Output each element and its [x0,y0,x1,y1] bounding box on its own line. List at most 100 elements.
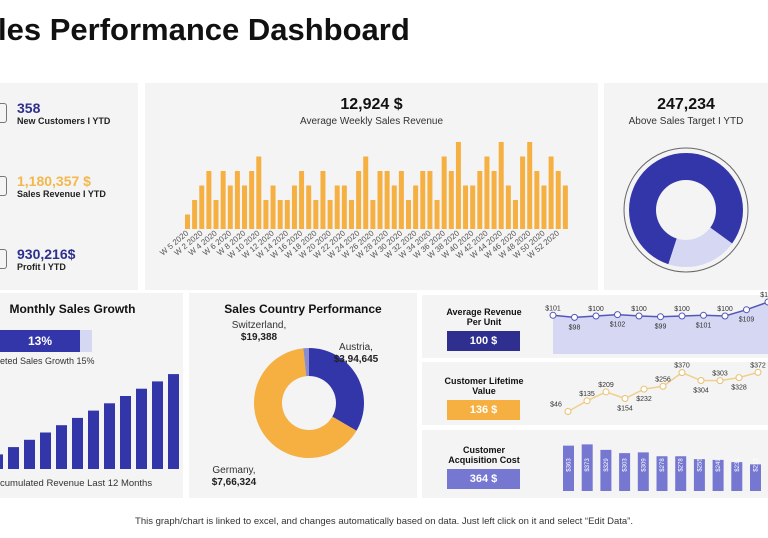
growth-bar [136,388,147,469]
clv-point [564,407,572,415]
target-donut[interactable] [604,140,768,280]
kpi-item: 930,216$ Profit I YTD [17,246,75,272]
arpu-data-label: $101 [545,305,561,312]
weekly-bar [434,200,440,229]
clv-chart[interactable]: $46 $135$209 $154$232 $256$370 $304 $303$328 $… [550,362,768,425]
weekly-bar [427,171,433,229]
weekly-bar [327,200,333,229]
weekly-bar [463,185,469,229]
weekly-bar [484,156,490,229]
growth-bar [152,381,163,469]
arpu-data-label: $100 [631,306,647,313]
arpu-point [678,312,686,320]
country-label: Germany, [212,465,255,476]
weekly-bar [555,171,561,229]
profit-icon [0,249,7,269]
arpu-area [553,302,768,354]
arpu-data-label: $100 [717,306,733,313]
weekly-bar [306,185,312,229]
weekly-bar [242,185,248,229]
cac-data-label: $363 [567,458,573,472]
weekly-bar [498,142,504,229]
kpi-item: 358 New Customers I YTD [17,100,110,126]
kpi-label: Profit I YTD [17,262,66,272]
arpu-point [657,313,664,321]
arpu-data-label: $101 [696,322,712,329]
arpu-data-label: $99 [655,324,667,331]
growth-bar [88,410,99,469]
cac-label: Customer Acquisition Cost [448,445,520,465]
weekly-bar [227,185,233,229]
growth-bar [104,403,115,469]
clv-point [602,388,610,396]
clv-data-label: $256 [655,376,671,383]
weekly-bar [391,185,397,229]
kpi-panel [0,83,138,290]
cac-data-label: $213 [754,458,760,472]
cac-bar [750,464,761,491]
clv-data-label: $372 [750,362,766,369]
cac-bar [637,452,649,491]
weekly-bar [277,200,283,229]
clv-data-label: $328 [731,385,747,392]
weekly-bar [398,171,404,229]
weekly-bar [341,185,347,229]
country-donut[interactable]: Austria,$3,94,645 Germany,$7,66,324 Switze… [189,310,417,500]
clv-data-label: $370 [674,363,690,370]
weekly-bar [249,171,255,229]
clv-point [640,385,648,393]
customer-icon [0,103,7,123]
country-slice [303,348,309,377]
arpu-data-label: $102 [610,322,626,329]
cac-data-label: $278 [679,458,685,472]
weekly-bar [420,171,426,229]
clv-point [697,377,705,385]
arpu-value: 100 $ [447,331,520,351]
kpi-label: Sales Revenue I YTD [17,189,106,199]
cac-value: 364 $ [447,469,520,489]
cac-data-label: $303 [623,458,629,472]
cac-chart[interactable]: $363 $373 $329 $303 $309 $278 $278 $255 $249 $231… [553,435,768,495]
weekly-bar [534,171,540,229]
arpu-chart[interactable]: $101 $98 $100 $102 $100 $99 $100 $101 $100 $109 $1… [545,292,768,358]
kpi-item: 1,180,357 $ Sales Revenue I YTD [17,173,106,199]
cac-data-label: $278 [660,458,666,472]
footer-note: This graph/chart is linked to excel, and… [135,516,633,527]
weekly-bar [541,185,547,229]
arpu-point [614,311,621,319]
clv-data-label: $46 [550,401,562,408]
weekly-bar [377,171,383,229]
weekly-bar [505,185,511,229]
cac-data-label: $255 [697,458,703,472]
growth-chart[interactable] [0,373,183,473]
weekly-bar [441,156,447,229]
weekly-bar [470,185,476,229]
weekly-bar [491,171,497,229]
clv-point [735,374,743,382]
kpi-value: 358 [17,100,41,116]
growth-bar [8,447,19,469]
cac-bar [675,456,687,491]
growth-progress: 13% [0,330,92,352]
arpu-point [549,311,557,319]
target-label: Above Sales Target I YTD [628,116,744,127]
growth-bar [120,396,131,469]
weekly-bar [313,200,319,229]
weekly-label: Average Weekly Sales Revenue [299,116,444,127]
weekly-bar [263,200,269,229]
weekly-bar [299,171,305,229]
clv-point [659,382,667,390]
weekly-bar [520,156,526,229]
weekly-bar [220,171,226,229]
kpi-label: New Customers I YTD [17,116,111,126]
weekly-bar [192,200,198,229]
weekly-bar [206,171,212,229]
clv-value: 136 $ [447,400,520,420]
weekly-value: 12,924 $ [340,96,403,113]
cac-data-label: $231 [735,458,741,472]
cac-bar [693,459,705,491]
arpu-point [700,311,707,319]
clv-data-label: $232 [636,396,652,403]
arpu-data-label: $109 [739,317,755,324]
